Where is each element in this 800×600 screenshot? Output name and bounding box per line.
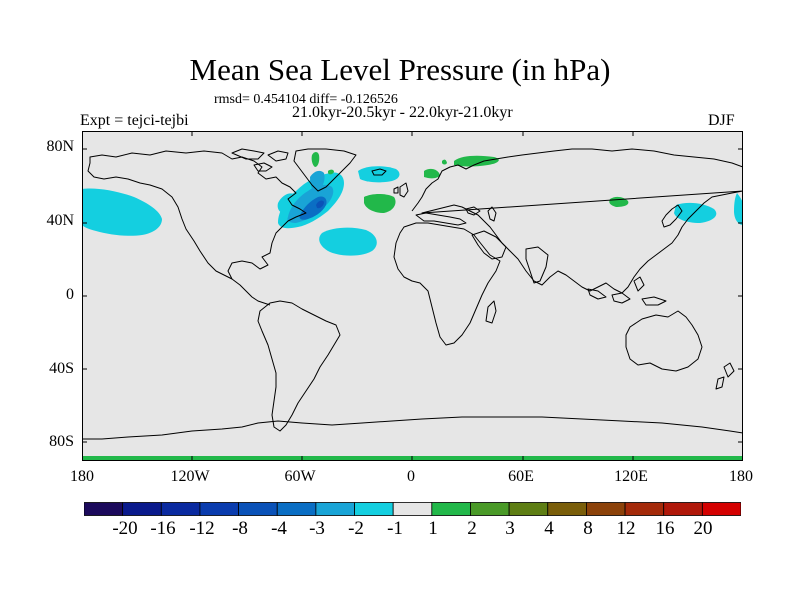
colorbar-label-1: 1: [428, 518, 438, 539]
colorbar-swatch: [392, 502, 433, 516]
coast-africa: [393, 222, 501, 346]
coast-arabia: [471, 230, 507, 260]
coast-british-isles: [393, 182, 409, 198]
colorbar-swatch: [354, 502, 394, 516]
colorbar-label-neg1: -1: [387, 518, 403, 539]
coast-iceland: [371, 168, 387, 176]
map-background: [82, 131, 743, 461]
colorbar-label-neg3: -3: [309, 518, 325, 539]
coast-australia: [625, 310, 703, 372]
lat-tick-40n: 40N: [46, 212, 74, 229]
colorbar-swatch: [624, 502, 665, 516]
colorbar: [84, 502, 741, 516]
lon-tick-60w: 60W: [284, 468, 316, 485]
coast-new-zealand: [715, 362, 735, 390]
colorbar-swatch: [701, 502, 741, 516]
positive-svalbard: [442, 159, 447, 165]
coast-south-america: [257, 300, 341, 432]
map-title: Mean Sea Level Pressure (in hPa): [189, 52, 611, 87]
colorbar-label-12: 12: [616, 518, 636, 539]
lon-tick-180w: 180: [70, 468, 94, 485]
anomaly-date-line-east: [734, 193, 743, 225]
coast-japan: [661, 204, 683, 228]
coast-mediterranean: [415, 212, 467, 226]
anomaly-north-pacific-east: [674, 202, 717, 223]
map-plot: [82, 131, 743, 461]
lon-tick-60e: 60E: [508, 468, 534, 485]
lat-tick-80n: 80N: [46, 138, 74, 155]
colorbar-label-neg12: -12: [189, 518, 215, 539]
positive-barents-sea: [454, 155, 499, 167]
colorbar-swatch: [84, 502, 124, 516]
coastlines: [82, 148, 743, 440]
colorbar-label-20: 20: [693, 518, 713, 539]
coast-india: [525, 246, 549, 284]
lat-tick-40s: 40S: [49, 360, 74, 377]
colorbar-swatch: [431, 502, 471, 516]
colorbar-label-4: 4: [544, 518, 554, 539]
colorbar-label-neg16: -16: [150, 518, 176, 539]
positive-norwegian-sea: [424, 168, 440, 179]
anomaly-shading: [82, 152, 743, 256]
coast-caspian-sea: [487, 206, 497, 222]
colorbar-swatch: [315, 502, 355, 516]
experiment-label: Expt = tejci-tejbi: [80, 112, 189, 129]
coast-antarctica: [82, 416, 743, 440]
coast-southeast-asia-islands: [587, 276, 667, 306]
lon-tick-180e: 180: [729, 468, 753, 485]
lon-tick-120e: 120E: [614, 468, 648, 485]
stats-line: rmsd= 0.454104 diff= -0.126526: [214, 92, 398, 107]
colorbar-swatch: [160, 502, 201, 516]
colorbar-label-neg8: -8: [232, 518, 248, 539]
colorbar-swatch: [663, 502, 703, 516]
colorbar-label-16: 16: [655, 518, 675, 539]
season-label: DJF: [708, 112, 735, 129]
colorbar-label-neg2: -2: [348, 518, 364, 539]
positive-greenland-north: [311, 152, 320, 167]
coast-north-america: [87, 150, 307, 280]
colorbar-label-3: 3: [505, 518, 515, 539]
anomaly-labrador-sea: [277, 193, 296, 213]
coast-canadian-islands: [231, 148, 289, 172]
anomaly-northwest-atlantic-4: [316, 200, 324, 209]
colorbar-swatch: [547, 502, 587, 516]
coast-black-sea: [465, 206, 481, 216]
coast-madagascar: [485, 300, 497, 324]
colorbar-swatch: [238, 502, 278, 516]
colorbar-swatch: [199, 502, 239, 516]
lon-tick-120w: 120W: [170, 468, 210, 485]
colorbar-label-8: 8: [583, 518, 593, 539]
colorbar-swatch: [276, 502, 317, 516]
anomaly-mid-atlantic: [319, 227, 377, 256]
colorbar-swatch: [122, 502, 162, 516]
lat-tick-0: 0: [66, 286, 74, 303]
colorbar-label-neg4: -4: [271, 518, 287, 539]
anomaly-northeast-atlantic: [358, 166, 400, 183]
colorbar-swatch: [508, 502, 549, 516]
anomaly-greenland-strip: [310, 170, 325, 193]
positive-greenland-east: [328, 169, 334, 175]
colorbar-label-neg20: -20: [112, 518, 138, 539]
coast-central-america: [231, 278, 271, 306]
lon-tick-0: 0: [407, 468, 415, 485]
coast-greenland: [293, 148, 357, 192]
colorbar-label-2: 2: [467, 518, 477, 539]
period-line: 21.0kyr-20.5kyr - 22.0kyr-21.0kyr: [292, 104, 513, 121]
colorbar-swatch: [586, 502, 626, 516]
positive-western-europe: [364, 194, 396, 213]
lat-tick-80s: 80S: [49, 433, 74, 450]
coast-eurasia: [411, 148, 743, 294]
colorbar-swatch: [470, 502, 510, 516]
map-ticks: [82, 131, 743, 461]
anomaly-north-pacific-west: [82, 188, 162, 236]
